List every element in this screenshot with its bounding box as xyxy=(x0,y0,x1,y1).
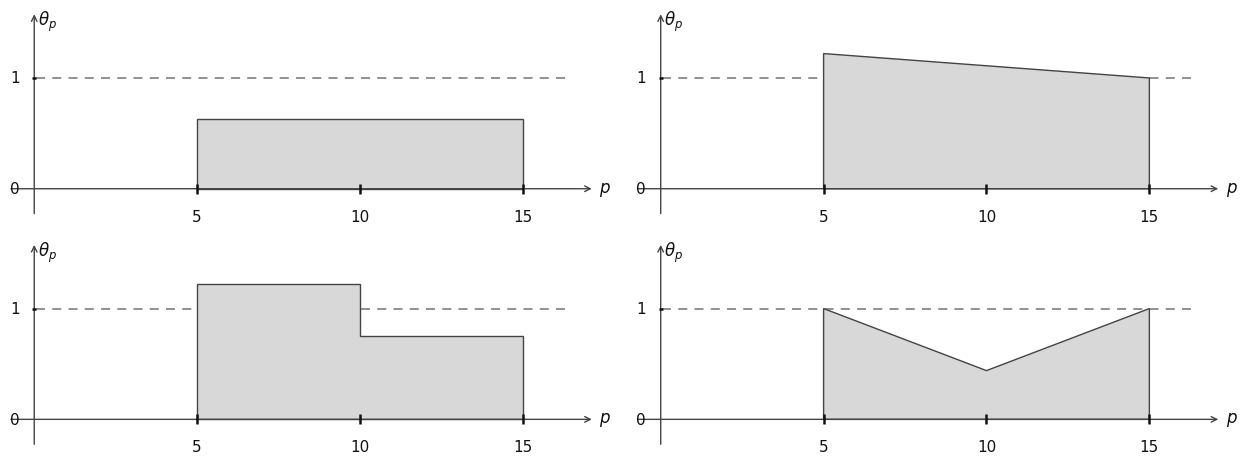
Text: 10: 10 xyxy=(977,209,996,224)
Text: 10: 10 xyxy=(350,439,370,454)
Polygon shape xyxy=(824,309,1149,419)
Text: $p$: $p$ xyxy=(1226,411,1237,428)
Text: 1: 1 xyxy=(637,71,645,86)
Text: $p$: $p$ xyxy=(1226,181,1237,198)
Text: $\theta_p$: $\theta_p$ xyxy=(37,240,57,264)
Text: 0: 0 xyxy=(10,182,20,197)
Text: 15: 15 xyxy=(1140,209,1159,224)
Text: 5: 5 xyxy=(192,209,202,224)
Text: 1: 1 xyxy=(637,301,645,316)
Text: 15: 15 xyxy=(513,439,532,454)
Text: 5: 5 xyxy=(192,439,202,454)
Text: 15: 15 xyxy=(1140,439,1159,454)
Text: 10: 10 xyxy=(977,439,996,454)
Polygon shape xyxy=(197,119,523,189)
Text: 5: 5 xyxy=(819,439,829,454)
Polygon shape xyxy=(824,55,1149,189)
Text: $p$: $p$ xyxy=(599,181,612,198)
Text: 1: 1 xyxy=(10,71,20,86)
Text: 0: 0 xyxy=(637,182,645,197)
Text: 1: 1 xyxy=(10,301,20,316)
Text: $\theta_p$: $\theta_p$ xyxy=(664,10,683,34)
Text: 0: 0 xyxy=(10,412,20,427)
Text: 0: 0 xyxy=(637,412,645,427)
Text: 5: 5 xyxy=(819,209,829,224)
Text: $p$: $p$ xyxy=(599,411,612,428)
Polygon shape xyxy=(197,285,523,419)
Text: $\theta_p$: $\theta_p$ xyxy=(664,240,683,264)
Text: 15: 15 xyxy=(513,209,532,224)
Text: $\theta_p$: $\theta_p$ xyxy=(37,10,57,34)
Text: 10: 10 xyxy=(350,209,370,224)
